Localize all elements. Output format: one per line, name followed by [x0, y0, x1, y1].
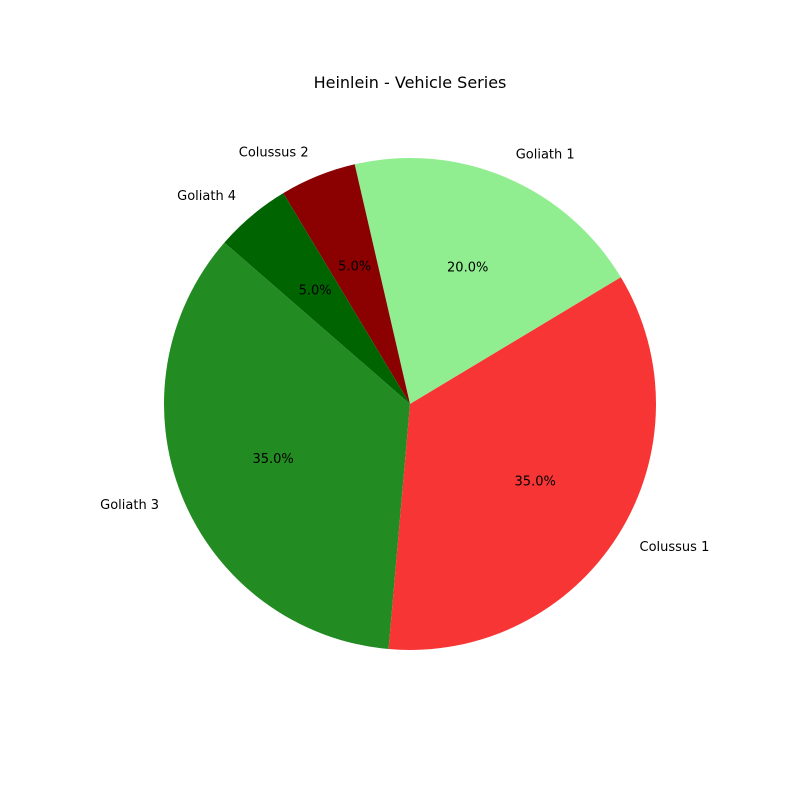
slice-percent-goliath-4: 5.0%: [299, 283, 332, 298]
slice-percent-colussus-2: 5.0%: [338, 260, 371, 275]
slice-percent-colussus-1: 35.0%: [515, 475, 556, 490]
pie-labels: Goliath 1 20.0% Colussus 2 5.0% Goliath 4 5.0…: [100, 146, 709, 555]
pie-slice-goliath-4: [224, 193, 410, 404]
slice-label-colussus-1: Colussus 1: [640, 540, 710, 555]
pie-slice-goliath-1: [354, 157, 621, 404]
pie-slice-goliath-3: [164, 242, 410, 650]
chart-title: Heinlein - Vehicle Series: [314, 73, 507, 92]
slice-percent-goliath-1: 20.0%: [447, 261, 488, 276]
slice-percent-goliath-3: 35.0%: [252, 452, 293, 467]
slice-label-colussus-2: Colussus 2: [239, 146, 309, 161]
pie-slice-colussus-2: [283, 164, 410, 404]
slice-label-goliath-1: Goliath 1: [516, 147, 575, 162]
pie-slices: [164, 157, 656, 650]
slice-label-goliath-3: Goliath 3: [100, 498, 159, 513]
slice-label-goliath-4: Goliath 4: [177, 189, 236, 204]
pie-slice-colussus-1: [388, 277, 656, 650]
